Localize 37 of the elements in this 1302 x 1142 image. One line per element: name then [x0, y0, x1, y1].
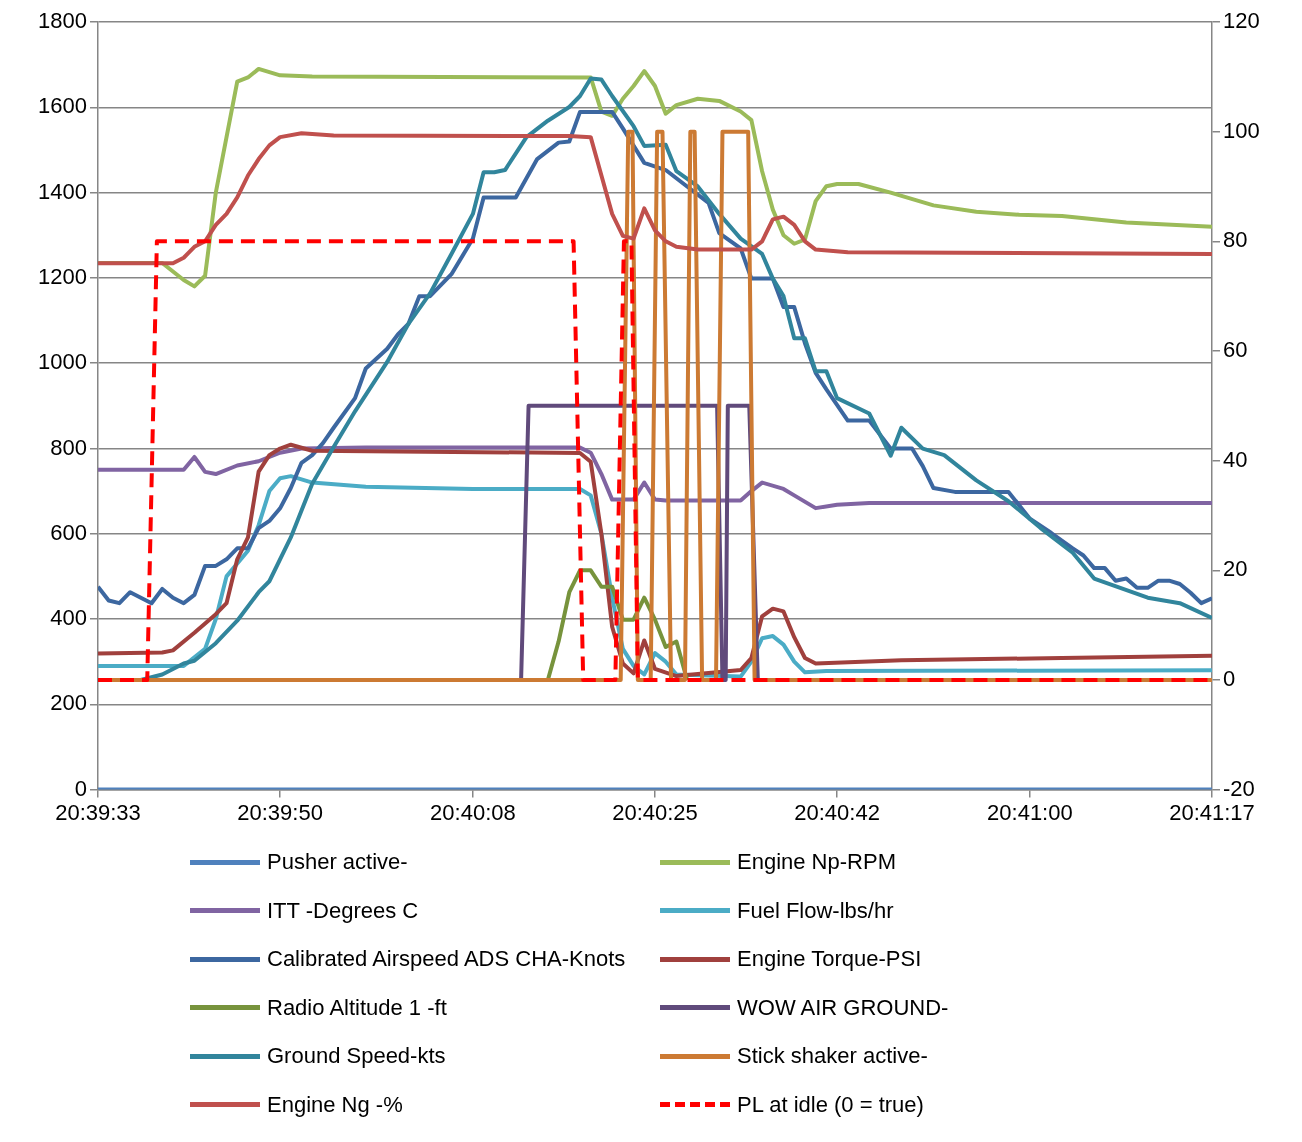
legend-label: WOW AIR GROUND- — [737, 994, 949, 1021]
legend-label: Engine Torque-PSI — [737, 946, 922, 973]
x-tick-label: 20:41:00 — [987, 799, 1073, 825]
y-tick-label: 200 — [50, 690, 87, 716]
y-tick-label: 1400 — [38, 178, 87, 204]
y-tick-label: 1600 — [38, 93, 87, 119]
y-tick-label: 600 — [50, 519, 87, 545]
y2-tick-label: 60 — [1223, 337, 1248, 363]
y-tick-label: 1200 — [38, 263, 87, 289]
legend-label: Pusher active- — [267, 849, 408, 876]
y2-tick-label: 40 — [1223, 446, 1248, 472]
x-tick-label: 20:40:25 — [612, 799, 698, 825]
y2-tick-label: 100 — [1223, 117, 1260, 143]
legend-label: ITT -Degrees C — [267, 897, 419, 924]
legend-label: PL at idle (0 = true) — [737, 1091, 924, 1118]
legend-label: Calibrated Airspeed ADS CHA-Knots — [267, 946, 626, 973]
legend-label: Engine Ng -% — [267, 1091, 403, 1118]
y2-tick-label: 80 — [1223, 227, 1248, 253]
y2-tick-label: 20 — [1223, 556, 1248, 582]
x-tick-label: 20:40:42 — [794, 799, 880, 825]
y-tick-label: 0 — [74, 775, 87, 801]
legend-label: Fuel Flow-lbs/hr — [737, 897, 894, 924]
y2-tick-label: 120 — [1223, 8, 1260, 34]
legend-label: Engine Np-RPM — [737, 849, 896, 876]
legend-label: Radio Altitude 1 -ft — [267, 994, 447, 1021]
x-tick-label: 20:40:08 — [430, 799, 516, 825]
y-tick-label: 800 — [50, 434, 87, 460]
y2-tick-label: -20 — [1223, 775, 1255, 801]
legend-label: Ground Speed-kts — [267, 1043, 446, 1070]
x-tick-label: 20:41:17 — [1169, 799, 1255, 825]
y-tick-label: 1800 — [38, 8, 87, 34]
y2-tick-label: 0 — [1223, 666, 1236, 692]
x-tick-label: 20:39:50 — [237, 799, 323, 825]
y-tick-label: 400 — [50, 605, 87, 631]
y-tick-label: 1000 — [38, 349, 87, 375]
legend-label: Stick shaker active- — [737, 1043, 928, 1070]
x-tick-label: 20:39:33 — [55, 799, 141, 825]
